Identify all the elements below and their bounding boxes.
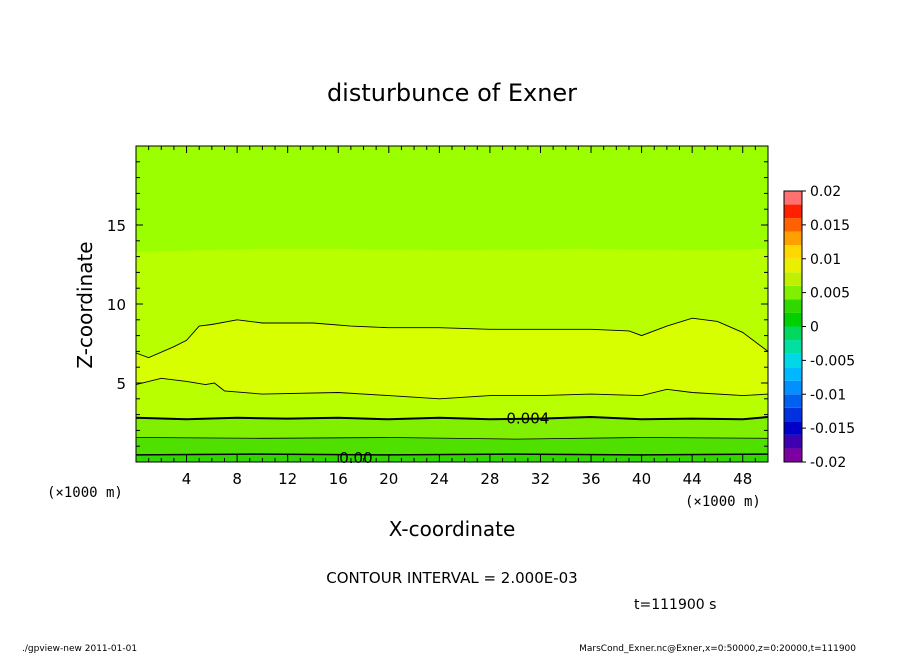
colorbar-label: -0.015 [810,421,855,437]
footer-right: MarsCond_Exner.nc@Exner,x=0:50000,z=0:20… [579,644,856,654]
y-axis-label: Z-coordinate [73,241,97,368]
footer-left: ./gpview-new 2011-01-01 [22,644,137,654]
x-tick-label: 32 [531,470,550,488]
colorbar-swatch [784,407,802,422]
x-axis-label: X-coordinate [389,517,516,541]
contour-band [136,146,768,252]
colorbar-swatch [784,191,802,205]
y-tick-label: 10 [107,296,126,314]
colorbar-swatch [784,394,802,408]
x-tick-label: 24 [430,470,449,488]
colorbar-swatch [784,245,802,259]
colorbar-label: 0 [810,320,819,336]
colorbar-label: -0.005 [810,353,855,369]
y-tick-label: 15 [107,217,126,235]
x-tick-label: 44 [683,470,702,488]
colorbar-swatch [784,434,802,449]
x-tick-label: 40 [632,470,651,488]
colorbar-swatch [784,204,802,219]
contour-label: 0.004 [506,409,549,427]
contour-line [135,317,769,359]
contour-line [135,415,769,421]
colorbar-label: -0.01 [810,387,846,403]
colorbar-swatch [784,299,802,313]
colorbar-swatch [784,218,802,232]
contour-label: 0.00 [339,449,372,467]
x-tick-label: 16 [329,470,348,488]
y-unit-label: (×1000 m) [47,485,123,501]
x-tick-label: 28 [480,470,499,488]
x-tick-label: 36 [581,470,600,488]
colorbar-label: -0.02 [810,455,846,471]
colorbar-label: 0.005 [810,286,850,302]
colorbar-label: 0.01 [810,252,841,268]
colorbar-swatch [784,421,802,435]
contour-interval-text: CONTOUR INTERVAL = 2.000E-03 [326,569,577,587]
x-tick-label: 8 [232,470,242,488]
y-tick-label: 5 [116,375,126,393]
x-unit-label: (×1000 m) [685,494,761,510]
colorbar-swatch [784,448,802,462]
colorbar-swatch [784,367,802,381]
colorbar: 0.02 0.015 0.01 0.005 0 -0.005 -0.01 -0.015 -0.0… [783,184,855,471]
colorbar-swatch [784,285,802,300]
chart-title: disturbunce of Exner [327,79,577,107]
colorbar-swatch [784,380,802,395]
colorbar-swatch [784,231,802,246]
colorbar-swatch [784,326,802,341]
colorbar-swatch [784,258,802,273]
colorbar-swatch [784,353,802,368]
colorbar-swatch [784,272,802,286]
time-text: t=111900 s [634,597,716,613]
contour-line [135,453,769,456]
colorbar-swatch [784,340,802,354]
colorbar-label: 0.015 [810,218,850,234]
x-tick-label: 4 [182,470,192,488]
x-tick-label: 48 [733,470,752,488]
x-tick-label: 20 [379,470,398,488]
contour-line [135,377,769,400]
colorbar-swatch [784,312,802,327]
contour-line [135,437,769,440]
colorbar-label: 0.02 [810,184,841,200]
x-tick-label: 12 [278,470,297,488]
